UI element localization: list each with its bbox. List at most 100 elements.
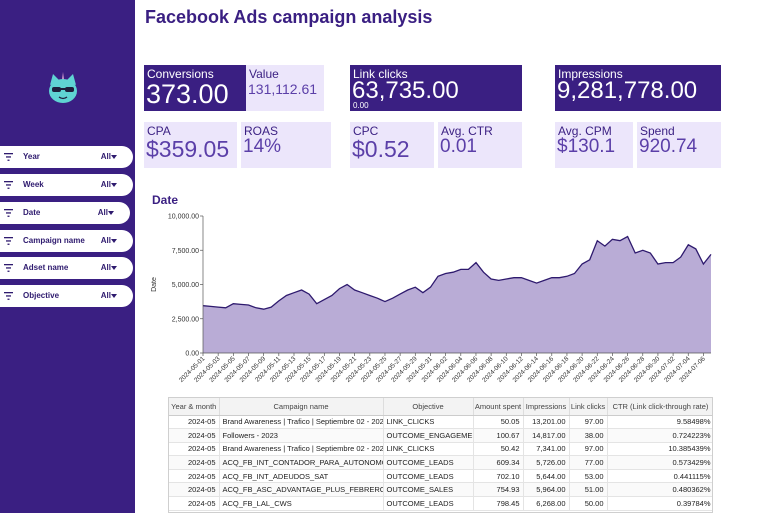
table-cell: 50.05	[473, 415, 524, 430]
filter-value[interactable]: All	[100, 291, 111, 300]
table-cell: OUTCOME_ENGAGEMENT	[383, 428, 474, 443]
table-cell: 77.00	[569, 455, 608, 470]
chevron-down-icon[interactable]	[111, 155, 117, 159]
sidebar	[0, 0, 135, 513]
column-header[interactable]: Campaign name	[219, 398, 384, 416]
column-header[interactable]: Link clicks	[569, 398, 608, 416]
filter-label: Date	[23, 208, 41, 217]
card-value: $0.52	[352, 136, 410, 162]
card-label: Spend	[640, 124, 675, 138]
filter-label: Campaign name	[23, 236, 85, 245]
table-cell: 100.67	[473, 428, 524, 443]
card-conversions: Conversions 373.00	[144, 65, 246, 111]
table-cell: OUTCOME_LEADS	[383, 496, 474, 511]
column-header[interactable]: CTR (Link click-through rate)	[607, 398, 712, 416]
card-value: 9,281,778.00	[557, 77, 698, 104]
table-cell: 2024-05	[169, 469, 220, 484]
card-subvalue: 0.00	[353, 101, 369, 110]
table-cell: 0.441115%	[607, 469, 712, 484]
card-value: 14%	[243, 136, 282, 157]
card-label: ROAS	[244, 124, 279, 138]
card-cpc: CPC $0.52	[350, 122, 434, 168]
chevron-down-icon[interactable]	[111, 294, 117, 298]
table-cell: 2024-05	[169, 428, 220, 443]
filter-label: Adset name	[23, 263, 69, 272]
card-cpa: CPA $359.05	[144, 122, 237, 168]
table-cell: 5,964.00	[523, 482, 570, 498]
table-cell: 0.39784%	[607, 496, 712, 511]
table-row[interactable]: 2024-05 ACQ_FB_INT_ADEUDOS_SAT OUTCOME_LEA…	[169, 469, 712, 484]
card-value: 920.74	[639, 136, 698, 157]
table-cell: ACQ_FB_ASC_ADVANTAGE_PLUS_FEBRERO_2024	[219, 482, 384, 498]
table-row[interactable]: 2024-05 ACQ_FB_LAL_CWS OUTCOME_LEADS 798.45…	[169, 496, 712, 511]
table-cell: 13,201.00	[523, 415, 570, 430]
card-value: $130.1	[557, 136, 616, 157]
card-label: CPC	[353, 124, 379, 138]
card-label: Conversions	[147, 67, 214, 81]
card-value: 373.00	[146, 79, 229, 109]
table-cell: LINK_CLICKS	[383, 415, 474, 430]
table-cell: 0.480362%	[607, 482, 712, 498]
chevron-down-icon[interactable]	[111, 239, 117, 243]
table-cell: Brand Awareness | Trafico | Septiembre 0…	[219, 442, 384, 457]
filter-value[interactable]: All	[100, 180, 111, 189]
table-row[interactable]: 2024-05 ACQ_FB_INT_CONTADOR_PARA_AUTONOMO…	[169, 455, 712, 470]
table-cell: 2024-05	[169, 442, 220, 457]
filter-date[interactable]: Date All	[0, 202, 130, 224]
card-avg-ctr: Avg. CTR 0.01	[438, 122, 522, 168]
y-tick-label: 0.00	[185, 351, 199, 358]
column-header[interactable]: Impressions	[523, 398, 570, 416]
column-header[interactable]: Year & month	[169, 398, 220, 416]
filter-objective[interactable]: Objective All	[0, 285, 133, 307]
chevron-down-icon[interactable]	[108, 211, 114, 215]
chevron-down-icon[interactable]	[111, 266, 117, 270]
filter-campaign-name[interactable]: Campaign name All	[0, 230, 133, 252]
table-cell: 10.385439%	[607, 442, 712, 457]
card-roas: ROAS 14%	[241, 122, 331, 168]
table-cell: 51.00	[569, 482, 608, 498]
filter-adset-name[interactable]: Adset name All	[0, 257, 133, 279]
table-cell: 2024-05	[169, 496, 220, 511]
table-cell: 50.00	[569, 496, 608, 511]
table-cell: ACQ_FB_LAL_CWS	[219, 496, 384, 511]
filter-icon	[4, 153, 13, 161]
table-header-row: Year & month Campaign name Objective Amount…	[169, 398, 712, 416]
y-tick-label: 10,000.00	[168, 214, 199, 221]
campaign-table[interactable]: Year & month Campaign name Objective Amount…	[168, 397, 713, 513]
table-cell: 0.573429%	[607, 455, 712, 470]
table-cell: 798.45	[473, 496, 524, 511]
filter-year[interactable]: Year All	[0, 146, 133, 168]
y-tick-label: 2,500.00	[172, 316, 199, 323]
card-link-clicks: Link clicks 63,735.00 0.00	[350, 65, 522, 111]
card-value-metric: Value 131,112.61	[246, 65, 324, 111]
filter-value[interactable]: All	[97, 208, 108, 217]
filter-label: Objective	[23, 291, 60, 300]
table-cell: 5,644.00	[523, 469, 570, 484]
series-area	[203, 236, 711, 353]
table-cell: 2024-05	[169, 415, 220, 430]
filter-icon	[4, 181, 13, 189]
table-cell: 50.42	[473, 442, 524, 457]
table-row[interactable]: 2024-05 Brand Awareness | Trafico | Septi…	[169, 415, 712, 430]
table-row[interactable]: 2024-05 Followers - 2023 OUTCOME_ENGAGEMEN…	[169, 428, 712, 443]
filter-week[interactable]: Week All	[0, 174, 133, 196]
chart-title: Date	[152, 193, 179, 207]
table-cell: Followers - 2023	[219, 428, 384, 443]
filter-value[interactable]: All	[100, 263, 111, 272]
column-header[interactable]: Amount spent	[473, 398, 524, 416]
table-row[interactable]: 2024-05 ACQ_FB_ASC_ADVANTAGE_PLUS_FEBRERO…	[169, 482, 712, 498]
table-cell: 702.10	[473, 469, 524, 484]
table-cell: LINK_CLICKS	[383, 442, 474, 457]
card-value: 0.01	[440, 136, 477, 157]
chevron-down-icon[interactable]	[111, 183, 117, 187]
table-cell: 754.93	[473, 482, 524, 498]
table-cell: OUTCOME_SALES	[383, 482, 474, 498]
card-value: $359.05	[146, 136, 230, 162]
y-tick-label: 5,000.00	[172, 282, 199, 289]
column-header[interactable]: Objective	[383, 398, 474, 416]
table-row[interactable]: 2024-05 Brand Awareness | Trafico | Septi…	[169, 442, 712, 457]
table-cell: 53.00	[569, 469, 608, 484]
table-cell: 38.00	[569, 428, 608, 443]
filter-value[interactable]: All	[100, 236, 111, 245]
filter-value[interactable]: All	[100, 152, 111, 161]
